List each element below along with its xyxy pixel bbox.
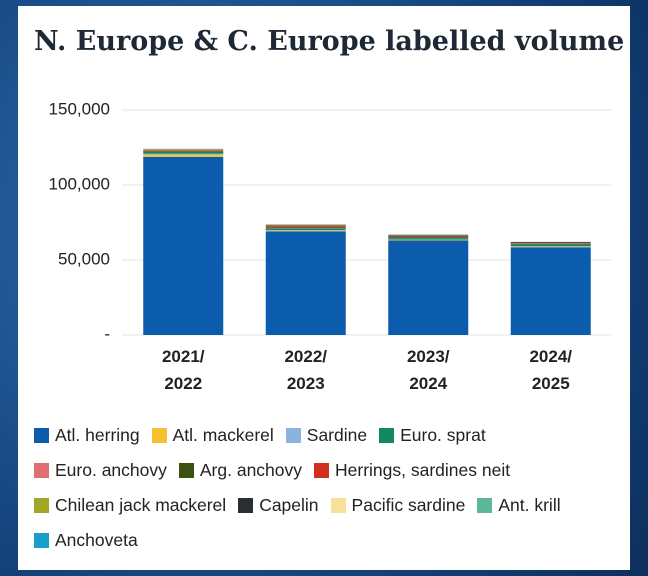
- bar-segment: [511, 247, 591, 335]
- bar-segment: [388, 236, 468, 237]
- bar-segment: [511, 242, 591, 243]
- bar-segment: [143, 154, 223, 155]
- legend-label: Arg. anchovy: [200, 460, 302, 481]
- legend-item: Ant. krill: [477, 494, 560, 516]
- y-tick-label: -: [104, 324, 110, 343]
- legend-item: Atl. herring: [34, 424, 140, 446]
- x-tick-label: 2021/ 2022: [133, 343, 233, 397]
- y-tick-label: 50,000: [58, 249, 110, 268]
- legend-item: Pacific sardine: [331, 494, 466, 516]
- bar-segment: [143, 150, 223, 151]
- bar-segment: [143, 150, 223, 151]
- bar-segment: [266, 232, 346, 336]
- legend-swatch: [34, 498, 49, 513]
- bar-segment: [511, 245, 591, 246]
- bar-segment: [143, 152, 223, 154]
- legend-swatch: [331, 498, 346, 513]
- legend-swatch: [238, 498, 253, 513]
- legend-item: Euro. sprat: [379, 424, 486, 446]
- bar-segment: [388, 237, 468, 238]
- legend-item: Herrings, sardines neit: [314, 459, 510, 481]
- legend-item: Arg. anchovy: [179, 459, 302, 481]
- legend-swatch: [379, 428, 394, 443]
- bar-segment: [266, 225, 346, 227]
- legend-item: Sardine: [286, 424, 367, 446]
- legend-swatch: [314, 463, 329, 478]
- x-tick-label: 2024/ 2025: [501, 343, 601, 397]
- chart-card: N. Europe & C. Europe labelled volume -5…: [18, 6, 630, 570]
- bar-segment: [511, 244, 591, 245]
- bar-segment: [388, 241, 468, 336]
- legend-item: Atl. mackerel: [152, 424, 274, 446]
- bar-segment: [266, 230, 346, 231]
- legend-label: Anchoveta: [55, 530, 138, 551]
- y-tick-label: 150,000: [49, 99, 110, 118]
- bar-segment: [143, 157, 223, 335]
- legend-item: Chilean jack mackerel: [34, 494, 226, 516]
- x-tick-label: 2022/ 2023: [256, 343, 356, 397]
- legend-label: Pacific sardine: [352, 495, 466, 516]
- legend-label: Ant. krill: [498, 495, 560, 516]
- legend-label: Chilean jack mackerel: [55, 495, 226, 516]
- bar-segment: [266, 227, 346, 228]
- page: N. Europe & C. Europe labelled volume -5…: [0, 0, 648, 576]
- legend-swatch: [152, 428, 167, 443]
- bar-segment: [388, 235, 468, 236]
- legend-label: Atl. herring: [55, 425, 140, 446]
- legend-label: Capelin: [259, 495, 318, 516]
- x-tick-label: 2023/ 2024: [378, 343, 478, 397]
- bar-segment: [388, 238, 468, 239]
- bar-segment: [143, 155, 223, 157]
- legend-label: Herrings, sardines neit: [335, 460, 510, 481]
- bar-segment: [388, 239, 468, 240]
- y-tick-label: 100,000: [49, 174, 110, 193]
- bar-segment: [266, 231, 346, 232]
- legend-label: Sardine: [307, 425, 367, 446]
- legend-swatch: [179, 463, 194, 478]
- legend-swatch: [477, 498, 492, 513]
- legend-swatch: [34, 533, 49, 548]
- legend-swatch: [34, 463, 49, 478]
- legend-label: Euro. anchovy: [55, 460, 167, 481]
- legend-label: Atl. mackerel: [173, 425, 274, 446]
- legend-swatch: [286, 428, 301, 443]
- legend-label: Euro. sprat: [400, 425, 486, 446]
- legend: Atl. herring Atl. mackerel Sardine Euro. sp…: [34, 424, 624, 551]
- bar-segment: [266, 228, 346, 230]
- legend-item: Capelin: [238, 494, 318, 516]
- legend-item: Anchoveta: [34, 529, 138, 551]
- legend-swatch: [34, 428, 49, 443]
- bar-segment: [511, 243, 591, 244]
- bar-segment: [511, 246, 591, 247]
- bar-segment: [143, 151, 223, 152]
- legend-item: Euro. anchovy: [34, 459, 167, 481]
